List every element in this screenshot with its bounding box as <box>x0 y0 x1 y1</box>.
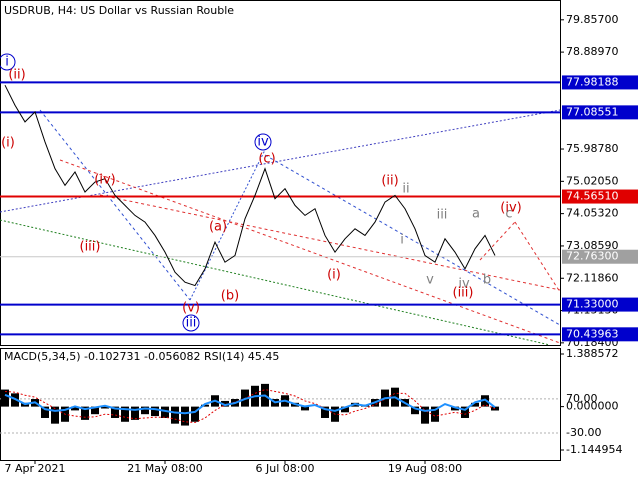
macd-bar <box>81 406 89 420</box>
sub-frame <box>0 348 561 461</box>
wave-label: c <box>505 207 512 222</box>
y-tick-label: 0.000000 <box>566 400 619 413</box>
macd-bar <box>71 406 79 411</box>
wave-label: (i) <box>1 136 15 151</box>
wave-label: (iv) <box>94 173 115 188</box>
chart-title: USDRUB, H4: US Dollar vs Russian Rouble <box>4 4 234 17</box>
macd-bar <box>191 406 199 422</box>
level-box <box>562 75 638 90</box>
price-line <box>4 84 496 287</box>
wave-circle <box>254 133 272 151</box>
macd-bar <box>181 406 189 426</box>
macd-bar <box>101 406 109 409</box>
wave-circle <box>182 314 200 332</box>
level-box <box>562 327 638 342</box>
trend-line <box>99 194 561 291</box>
level-label: 74.56510 <box>566 190 619 203</box>
wave-label: i <box>400 233 404 248</box>
macd-bar <box>41 406 49 418</box>
y-tick-label: 72.11860 <box>566 271 619 284</box>
macd-bar <box>131 406 139 420</box>
macd-bar <box>221 400 229 407</box>
wave-label: iv <box>458 277 470 292</box>
wave-label: (i) <box>327 268 341 283</box>
macd-bar <box>151 406 159 417</box>
trend-line <box>514 221 561 293</box>
macd-bar <box>201 404 209 407</box>
current-price-label: 72.76300 <box>566 250 619 263</box>
trend-line <box>264 154 561 326</box>
level-label: 70.43963 <box>566 327 619 340</box>
macd-bar <box>411 406 419 415</box>
macd-bar <box>341 406 349 413</box>
macd-bar <box>121 406 129 422</box>
y-tick-label: 75.98780 <box>566 142 619 155</box>
macd-bar <box>141 406 149 415</box>
wave-label: a <box>472 207 480 222</box>
x-tick-label: 7 Apr 2021 <box>4 462 65 475</box>
level-label: 77.98188 <box>566 75 619 88</box>
current-price-box <box>562 249 638 264</box>
wave-label: (v) <box>182 301 200 316</box>
macd-bar <box>321 406 329 418</box>
y-tick-label: 79.85700 <box>566 13 619 26</box>
macd-bar <box>111 406 119 418</box>
macd-bar <box>91 406 99 415</box>
macd-bar <box>461 406 469 418</box>
wave-circle <box>0 53 16 71</box>
y2-tick-label: -30.00 <box>566 426 601 439</box>
level-label: 77.08551 <box>566 105 619 118</box>
macd-bar <box>171 406 179 424</box>
y-tick-label: -1.144954 <box>566 443 622 456</box>
wave-label: (ii) <box>8 68 25 83</box>
level-label: 71.33000 <box>566 298 619 311</box>
macd-bar <box>421 406 429 424</box>
level-box <box>562 189 638 204</box>
macd-bar <box>481 395 489 407</box>
macd-bar <box>1 389 9 407</box>
wave-label: v <box>426 273 434 288</box>
rsi-line <box>4 393 496 415</box>
wave-label: iv <box>257 135 269 150</box>
macd-bar <box>431 406 439 422</box>
wave-label: (iii) <box>80 240 101 255</box>
wave-label: (ii) <box>381 174 398 189</box>
y-tick-label: 73.08590 <box>566 239 619 252</box>
wave-label: ii <box>402 182 409 197</box>
main-frame <box>0 0 561 346</box>
x-tick-label: 21 May 08:00 <box>127 462 202 475</box>
level-box <box>562 297 638 312</box>
macd-bar <box>451 406 459 411</box>
y2-tick-label: 70.00 <box>566 392 598 405</box>
x-tick-label: 19 Aug 08:00 <box>388 462 462 475</box>
trend-line <box>0 109 561 213</box>
y-tick-label: 74.05320 <box>566 207 619 220</box>
wave-label: (c) <box>258 152 275 167</box>
wave-label: iii <box>437 208 448 223</box>
wave-label: iii <box>186 316 197 331</box>
wave-label: (a) <box>209 220 227 235</box>
wave-label: (iv) <box>500 201 521 216</box>
trend-line <box>479 221 516 261</box>
trend-line <box>59 159 561 344</box>
wave-label: b <box>483 273 491 288</box>
macd-bar <box>301 406 309 411</box>
trend-line <box>39 109 191 301</box>
wave-label: (iii) <box>453 286 474 301</box>
y-tick-label: 1.388572 <box>566 347 619 360</box>
indicator-title: MACD(5,34,5) -0.102731 -0.056082 RSI(14)… <box>4 350 279 363</box>
wave-label: i <box>5 55 9 70</box>
x-tick-label: 6 Jul 08:00 <box>256 462 315 475</box>
y-tick-label: 75.02050 <box>566 174 619 187</box>
macd-bar <box>471 402 479 407</box>
macd-bar <box>161 406 169 418</box>
wave-label: (b) <box>221 289 239 304</box>
level-box <box>562 105 638 120</box>
macd-bar <box>51 406 59 424</box>
y-tick-label: 78.88970 <box>566 45 619 58</box>
